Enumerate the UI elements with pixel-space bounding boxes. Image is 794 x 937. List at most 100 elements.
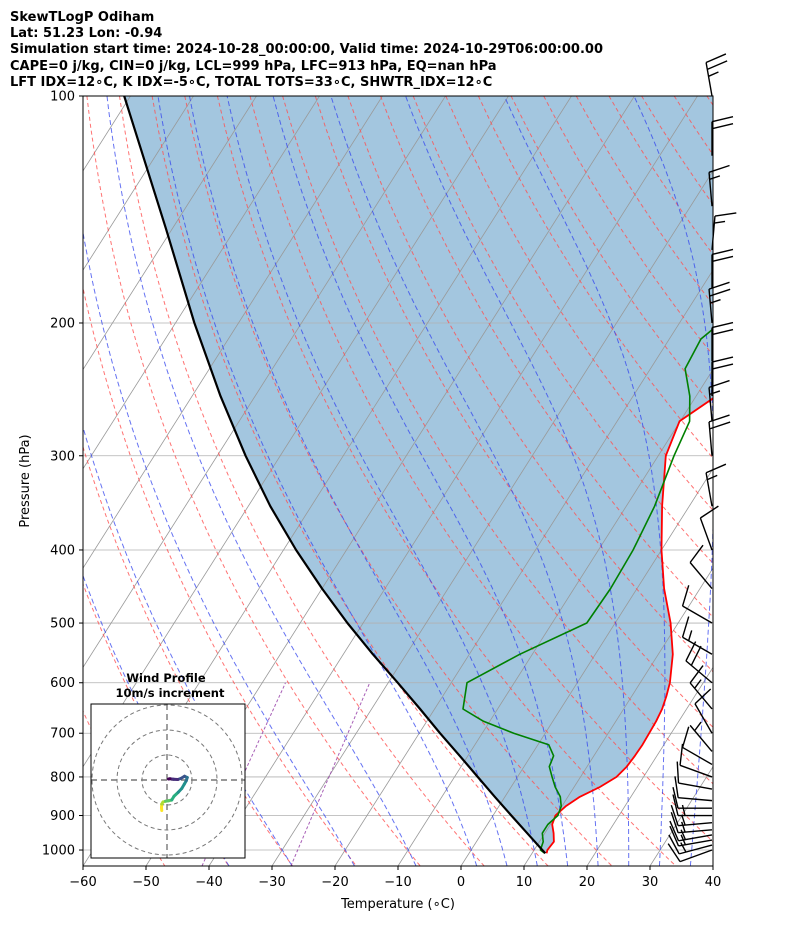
wind-barb: [699, 505, 719, 551]
wind-barb: [672, 794, 712, 817]
barb-half: [694, 679, 702, 689]
barb-shaft: [678, 796, 713, 802]
barb-full: [705, 463, 727, 474]
barb-half: [694, 721, 702, 732]
barb-shaft: [682, 746, 713, 766]
barb-shaft: [708, 421, 713, 456]
moist-adiabat--40: [83, 574, 230, 866]
x-tick-label: 20: [579, 875, 596, 890]
barb-full: [681, 726, 690, 748]
moist-adiabats: [83, 96, 780, 866]
dry-adiabat-333: [314, 96, 713, 728]
x-tick-label: −40: [195, 875, 222, 890]
header: SkewTLogP Odiham Lat: 51.23 Lon: -0.94 S…: [10, 10, 603, 90]
mixing-ratio-0.4: [290, 682, 371, 866]
wind-barb: [679, 743, 713, 778]
x-tick-label: −30: [258, 875, 285, 890]
barb-half: [709, 175, 721, 180]
barb-shaft: [682, 636, 713, 655]
wind-barbs: [667, 53, 737, 863]
x-tick-label: 10: [516, 875, 533, 890]
x-tick-label: 40: [705, 875, 722, 890]
wind-barb: [685, 641, 713, 684]
hodograph-frame: [90, 703, 246, 859]
isotherm--110: [83, 96, 257, 371]
barb-half: [710, 298, 721, 304]
x-tick-label: −20: [321, 875, 348, 890]
barb-full: [669, 825, 680, 847]
wind-barb: [681, 585, 713, 624]
barb-shaft: [689, 682, 713, 710]
barb-shaft: [708, 289, 713, 324]
barb-full: [711, 255, 734, 263]
barb-shaft: [685, 660, 713, 684]
barb-full: [711, 356, 734, 363]
hodograph: Wind Profile 10m/s increment: [90, 671, 246, 859]
barb-half: [687, 630, 693, 641]
isotherm-10: [523, 567, 713, 866]
wind-barb: [694, 688, 713, 734]
dry-adiabat-233: [83, 582, 230, 866]
profile-lines: [123, 96, 713, 855]
barb-shaft: [689, 724, 713, 752]
isotherm--90: [83, 96, 383, 569]
x-tick-label: 30: [642, 875, 659, 890]
barb-shaft: [678, 839, 713, 847]
x-axis-label: Temperature (∘C): [340, 897, 455, 912]
moist-adiabat--30: [83, 425, 293, 866]
isotherm--40: [208, 96, 698, 866]
wind-barb: [708, 164, 730, 207]
barb-full: [676, 761, 680, 784]
barb-full: [694, 688, 712, 705]
barb-full: [708, 164, 730, 173]
barb-shaft: [678, 782, 713, 790]
barb-shaft: [694, 703, 713, 734]
barb-half: [680, 842, 687, 853]
barb-full: [681, 585, 690, 607]
y-tick-label: 400: [50, 543, 75, 558]
wind-barb: [711, 248, 734, 289]
dry-adiabat-313: [249, 96, 713, 843]
x-tick-label: −10: [384, 875, 411, 890]
isotherm--20: [334, 269, 713, 866]
temperature-profile: [545, 397, 713, 854]
barb-full: [711, 328, 734, 336]
axis-ticks: −60 −50 −40 −30 −20 −10 0 10 20 30 40 100 200 300 400 5…: [42, 90, 721, 891]
wind-barb: [689, 665, 713, 710]
cape-line: CAPE=0 j/kg, CIN=0 j/kg, LCL=999 hPa, LF…: [10, 59, 497, 74]
barb-full: [668, 834, 680, 855]
wind-barb: [711, 116, 734, 156]
parcel-profile: [123, 96, 547, 855]
moist-adiabat-15: [272, 96, 569, 866]
y-tick-label: 1000: [42, 844, 75, 859]
moist-adiabat-40: [721, 96, 780, 866]
dry-adiabats: [83, 96, 713, 866]
wind-barb: [681, 616, 713, 655]
wind-barb: [670, 804, 713, 827]
isotherm--30: [271, 170, 713, 866]
barb-full: [711, 363, 734, 370]
station-title: SkewTLogP Odiham: [10, 10, 154, 25]
barb-shaft: [678, 844, 713, 855]
barb-full: [705, 53, 727, 64]
barb-shaft: [705, 472, 713, 507]
barb-half: [708, 71, 719, 77]
barb-shaft: [679, 849, 713, 863]
y-tick-label: 700: [50, 727, 75, 742]
moist-adiabat-20: [330, 96, 599, 866]
dry-adiabat-453: [706, 96, 713, 106]
moist-adiabat-35: [633, 96, 713, 866]
y-axis-label: Pressure (hPa): [18, 434, 33, 527]
moist-adiabat-10: [226, 96, 538, 866]
y-tick-label: 800: [50, 770, 75, 785]
dry-adiabat-253: [83, 285, 357, 866]
y-tick-label: 200: [50, 316, 75, 331]
isotherm--80: [83, 96, 446, 669]
cape-shading: [124, 96, 713, 854]
moist-adiabat-0: [157, 96, 478, 866]
hodograph-title: Wind Profile: [126, 671, 206, 685]
wind-barb: [711, 212, 737, 250]
barb-shaft: [678, 822, 713, 827]
y-tick-label: 600: [50, 676, 75, 691]
dry-adiabat-263: [86, 96, 421, 866]
